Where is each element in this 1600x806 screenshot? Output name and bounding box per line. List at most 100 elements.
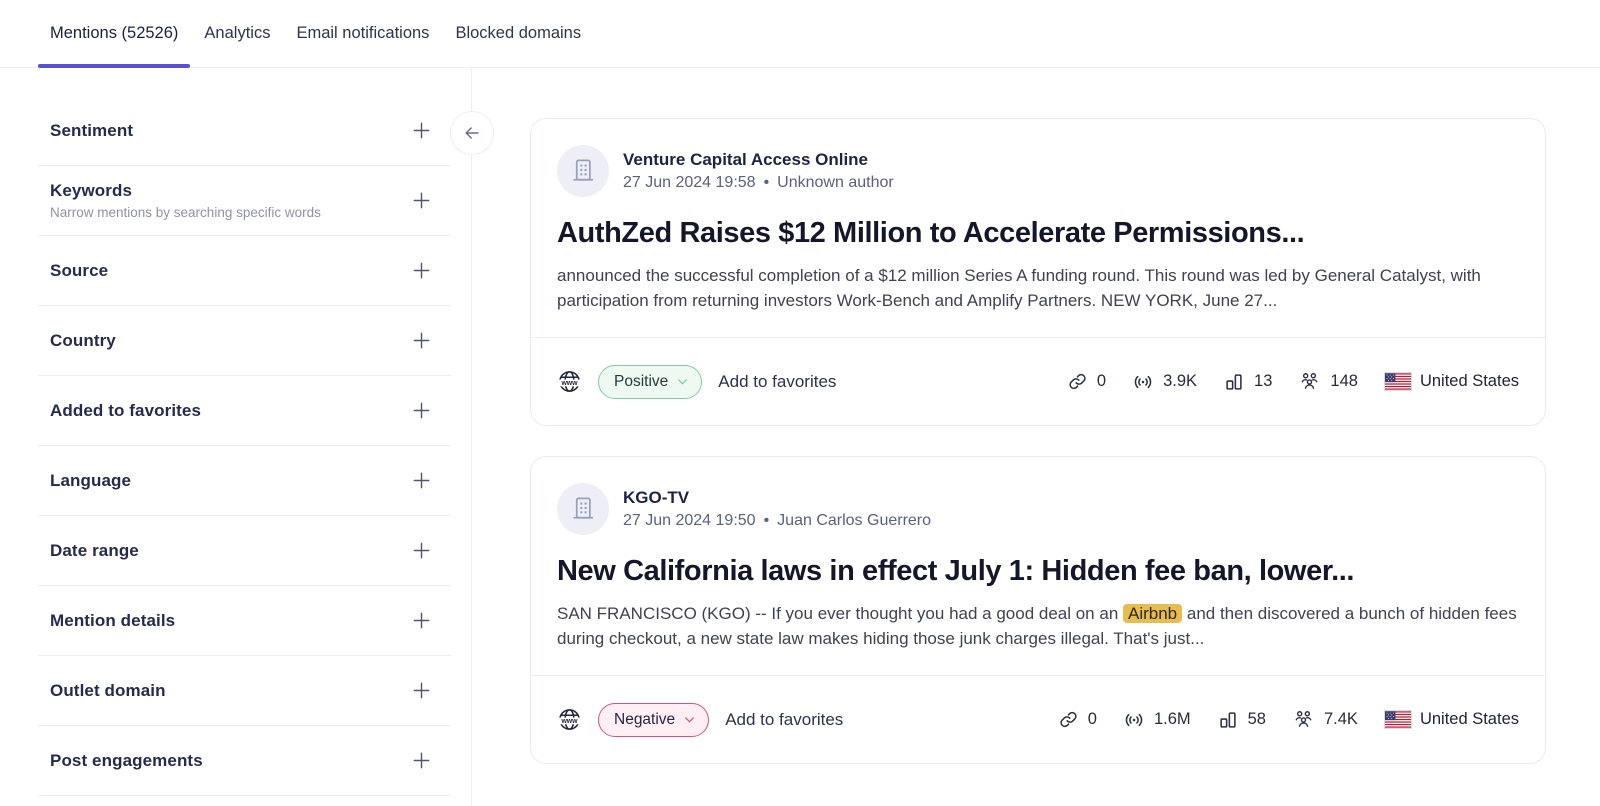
source-avatar xyxy=(557,145,609,197)
web-source-icon: www xyxy=(557,369,582,394)
sentiment-label: Positive xyxy=(614,372,669,390)
filter-label: Country xyxy=(50,330,116,350)
plus-icon[interactable] xyxy=(410,259,433,282)
building-icon xyxy=(568,494,598,524)
sentiment-dropdown[interactable]: Negative xyxy=(598,702,710,737)
broadcast-icon xyxy=(1123,709,1145,731)
collapse-sidebar-button[interactable] xyxy=(450,111,494,155)
broadcast-icon xyxy=(1132,371,1154,393)
links-stat: 0 xyxy=(1058,709,1097,730)
plus-icon[interactable] xyxy=(410,679,433,702)
chevron-down-icon xyxy=(675,374,690,389)
us-flag-icon xyxy=(1383,372,1412,391)
plus-icon[interactable] xyxy=(410,189,433,212)
divider xyxy=(38,445,451,446)
svg-text:www: www xyxy=(560,718,578,725)
reach-stat: 1.6M xyxy=(1123,709,1191,731)
plus-icon[interactable] xyxy=(410,539,433,562)
source-avatar xyxy=(557,483,609,535)
divider xyxy=(38,515,451,516)
divider xyxy=(38,585,451,586)
visits-stat: 13 xyxy=(1223,371,1272,393)
plus-icon[interactable] xyxy=(410,749,433,772)
mentions-list: Venture Capital Access Online 27 Jun 202… xyxy=(472,68,1600,806)
link-icon xyxy=(1058,709,1079,730)
filter-label: Date range xyxy=(50,540,139,560)
people-icon xyxy=(1292,708,1315,731)
divider xyxy=(38,165,451,166)
filter-language[interactable]: Language xyxy=(0,446,471,515)
filter-label: Post engagements xyxy=(50,750,203,770)
add-to-favorites-button[interactable]: Add to favorites xyxy=(718,371,837,391)
meta-separator: • xyxy=(763,512,770,529)
filter-keywords[interactable]: Keywords Narrow mentions by searching sp… xyxy=(0,166,471,235)
building-icon xyxy=(568,156,598,186)
mention-author: Juan Carlos Guerrero xyxy=(777,512,932,529)
mention-date: 27 Jun 2024 19:50 xyxy=(623,512,756,529)
divider xyxy=(38,375,451,376)
bar-chart-icon xyxy=(1217,709,1239,731)
filter-label: Language xyxy=(50,470,132,490)
filter-label: Outlet domain xyxy=(50,680,166,700)
filter-source[interactable]: Source xyxy=(0,236,471,305)
chevron-down-icon xyxy=(682,712,697,727)
plus-icon[interactable] xyxy=(410,609,433,632)
country-stat: United States xyxy=(1383,372,1519,391)
audience-stat: 148 xyxy=(1298,370,1358,393)
filter-post-engagements[interactable]: Post engagements xyxy=(0,726,471,795)
divider xyxy=(38,795,451,796)
mention-date: 27 Jun 2024 19:58 xyxy=(623,174,756,191)
link-icon xyxy=(1067,371,1088,392)
tab-blocked-domains[interactable]: Blocked domains xyxy=(455,24,582,42)
audience-stat: 7.4K xyxy=(1292,708,1358,731)
filter-label: Added to favorites xyxy=(50,400,202,420)
reach-stat: 3.9K xyxy=(1132,371,1197,393)
filter-mention-details[interactable]: Mention details xyxy=(0,586,471,655)
filter-country[interactable]: Country xyxy=(0,306,471,375)
us-flag-icon xyxy=(1383,710,1412,729)
bar-chart-icon xyxy=(1223,371,1245,393)
filter-added-to-favorites[interactable]: Added to favorites xyxy=(0,376,471,445)
meta-separator: • xyxy=(763,174,770,191)
sentiment-dropdown[interactable]: Positive xyxy=(598,364,703,399)
keyword-highlight: Airbnb xyxy=(1123,604,1183,623)
divider xyxy=(38,305,451,306)
tabs: Mentions (52526) Analytics Email notific… xyxy=(38,0,593,68)
tab-email-notifications[interactable]: Email notifications xyxy=(296,24,430,42)
country-stat: United States xyxy=(1383,710,1519,729)
divider xyxy=(38,655,451,656)
mention-author: Unknown author xyxy=(777,174,894,191)
tab-mentions[interactable]: Mentions (52526) xyxy=(38,0,191,68)
filter-label: Source xyxy=(50,260,109,280)
filter-date-range[interactable]: Date range xyxy=(0,516,471,585)
mention-title[interactable]: AuthZed Raises $12 Million to Accelerate… xyxy=(557,217,1305,249)
source-name: KGO-TV xyxy=(623,488,690,507)
mention-excerpt: SAN FRANCISCO (KGO) -- If you ever thoug… xyxy=(557,604,1517,648)
filter-sentiment[interactable]: Sentiment xyxy=(0,96,471,165)
svg-text:www: www xyxy=(560,380,578,387)
mention-card: Venture Capital Access Online 27 Jun 202… xyxy=(530,118,1546,426)
web-source-icon: www xyxy=(557,707,582,732)
mention-excerpt: announced the successful completion of a… xyxy=(557,266,1481,310)
add-to-favorites-button[interactable]: Add to favorites xyxy=(725,709,844,729)
plus-icon[interactable] xyxy=(410,469,433,492)
visits-stat: 58 xyxy=(1217,709,1266,731)
source-name: Venture Capital Access Online xyxy=(623,150,869,169)
links-stat: 0 xyxy=(1067,371,1106,392)
filters-sidebar: Sentiment Keywords Narrow mentions by se… xyxy=(0,68,472,806)
filter-label: Sentiment xyxy=(50,120,134,140)
plus-icon[interactable] xyxy=(410,329,433,352)
filter-label: Keywords xyxy=(50,181,133,200)
top-tab-bar: Mentions (52526) Analytics Email notific… xyxy=(0,0,1600,68)
mention-title[interactable]: New California laws in effect July 1: Hi… xyxy=(557,555,1355,587)
filter-subtitle: Narrow mentions by searching specific wo… xyxy=(50,205,321,220)
divider xyxy=(38,725,451,726)
people-icon xyxy=(1298,370,1321,393)
arrow-left-icon xyxy=(462,123,482,143)
tab-analytics[interactable]: Analytics xyxy=(204,24,271,42)
plus-icon[interactable] xyxy=(410,119,433,142)
filter-outlet-domain[interactable]: Outlet domain xyxy=(0,656,471,725)
mention-card: KGO-TV 27 Jun 2024 19:50 • Juan Carlos G… xyxy=(530,456,1546,764)
plus-icon[interactable] xyxy=(410,399,433,422)
sentiment-label: Negative xyxy=(614,710,676,728)
